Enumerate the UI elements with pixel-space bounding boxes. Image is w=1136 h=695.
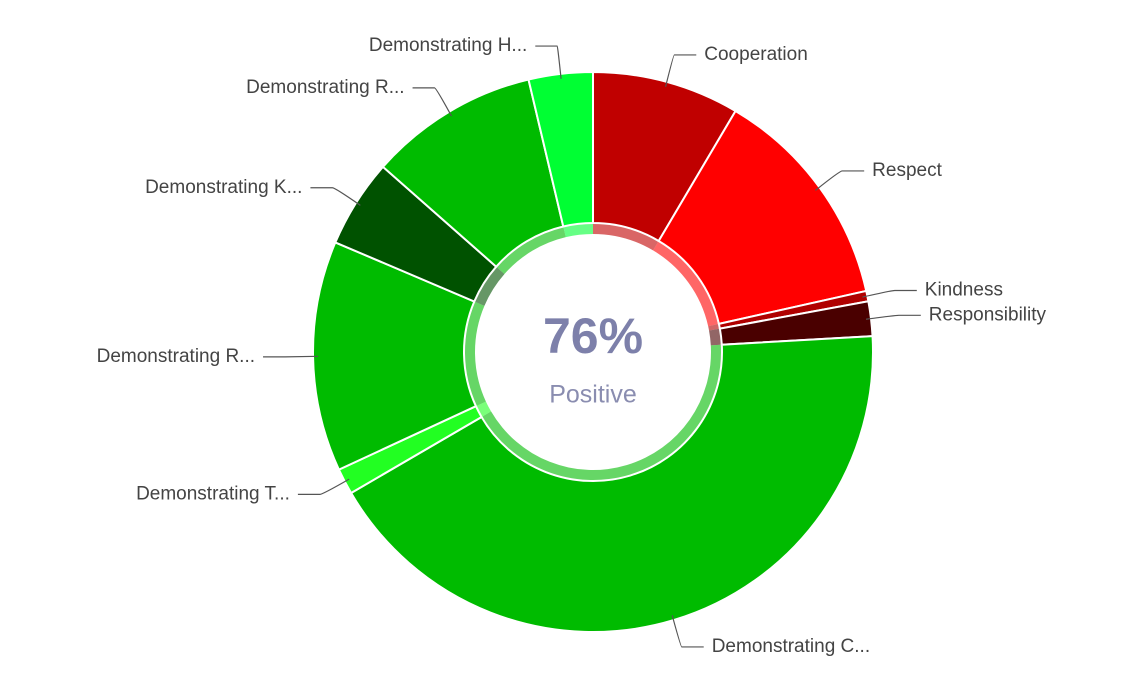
leader-line [671, 615, 704, 648]
leader-line [865, 314, 921, 320]
leader-line [412, 87, 453, 117]
slice-label: Demonstrating H... [369, 35, 527, 56]
center-sublabel: Positive [549, 381, 637, 409]
leader-line [862, 289, 917, 298]
inner-ring [464, 301, 486, 406]
slice [657, 109, 868, 326]
inner-ring [496, 227, 566, 274]
slice-label: Responsibility [929, 304, 1047, 325]
slice-label: Demonstrating R... [246, 77, 404, 98]
leader-line [815, 170, 865, 191]
leader-line [297, 478, 350, 496]
slice-label: Demonstrating R... [97, 346, 255, 367]
slice-label: Demonstrating C... [712, 636, 870, 657]
inner-ring [563, 224, 593, 238]
slice-label: Respect [872, 160, 942, 181]
slices [312, 70, 874, 633]
slice-label: Cooperation [704, 44, 808, 65]
slice [349, 335, 874, 633]
leader-line [310, 187, 361, 206]
center-hole [477, 236, 709, 468]
inner-ring [708, 324, 719, 331]
inner-ring [709, 328, 721, 346]
leader-line [263, 355, 319, 358]
inner-ring [653, 241, 718, 327]
leader-line [664, 54, 697, 87]
slice [312, 241, 478, 471]
slice-label: Demonstrating T... [136, 483, 290, 504]
slice-label: Kindness [925, 280, 1003, 301]
inner-ring [475, 267, 505, 306]
center-label: 76% [543, 308, 643, 364]
leader-line [535, 45, 562, 79]
slice [527, 70, 594, 228]
inner-ring [476, 401, 492, 417]
inner-ring [593, 224, 659, 251]
slice-label: Demonstrating K... [145, 177, 302, 198]
